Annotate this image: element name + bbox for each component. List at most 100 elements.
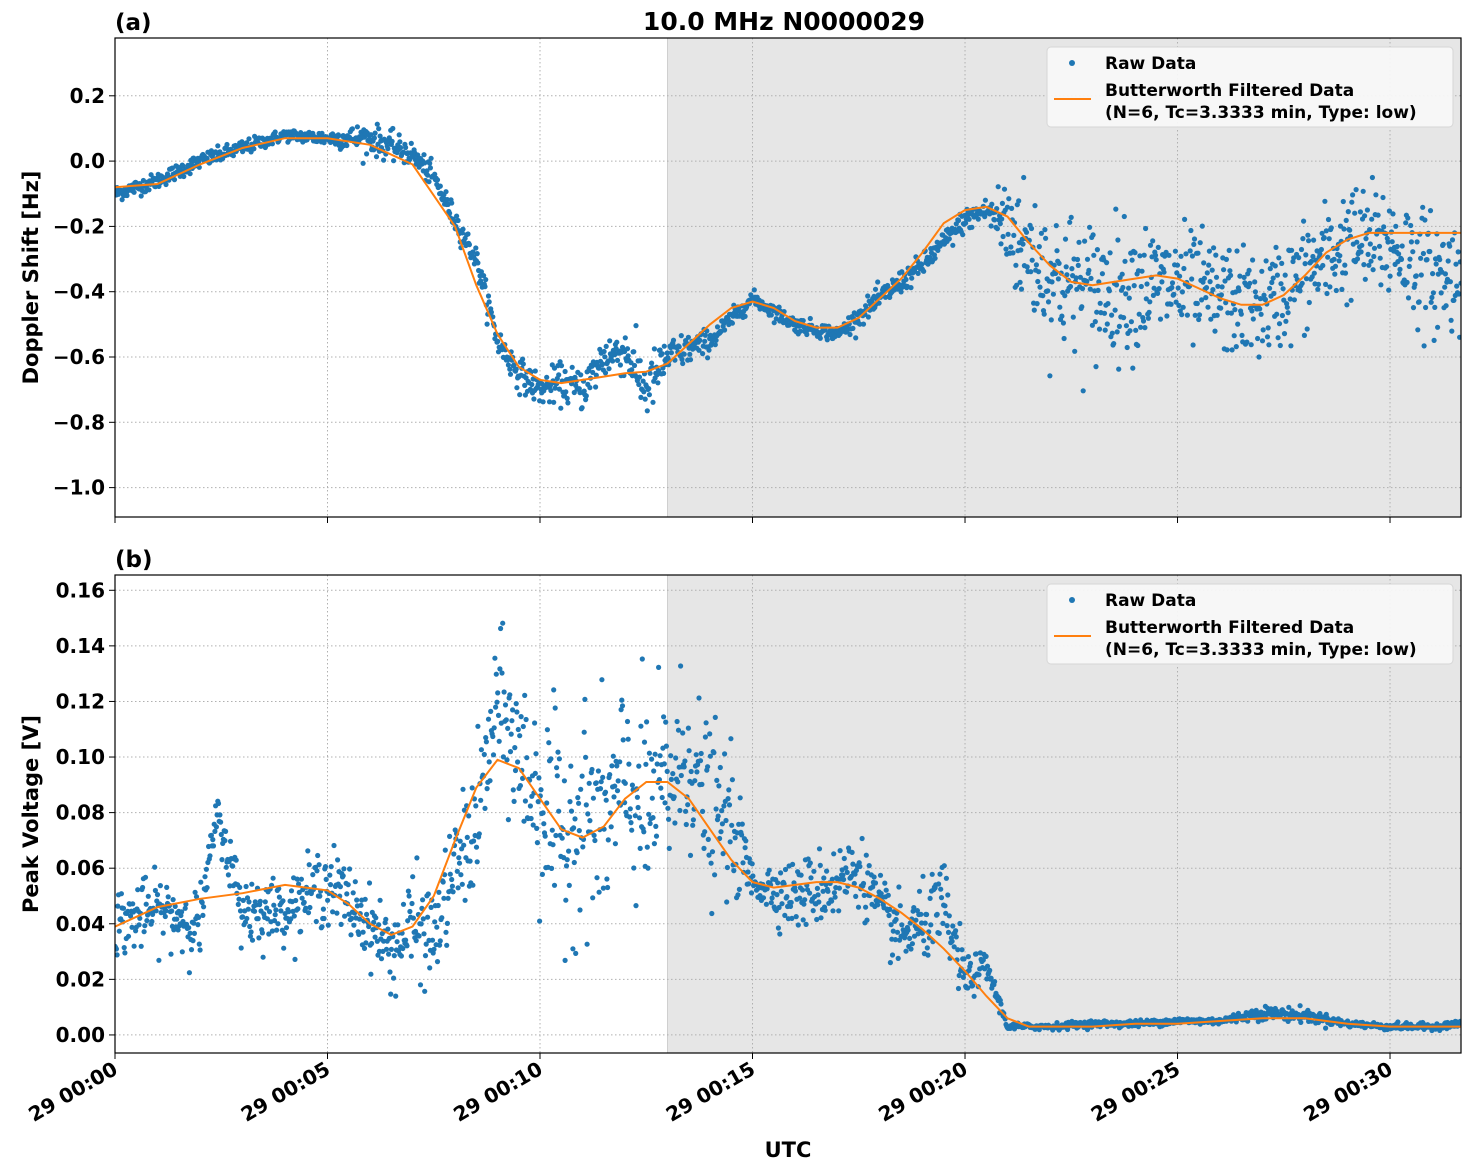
raw-data-point <box>483 735 489 741</box>
raw-data-point <box>971 993 977 999</box>
raw-data-point <box>377 897 383 903</box>
y-tick-label: 0.02 <box>56 967 105 991</box>
raw-data-point <box>779 901 785 907</box>
raw-data-point <box>864 917 870 923</box>
raw-data-point <box>1070 314 1076 320</box>
raw-data-point <box>1179 312 1185 318</box>
raw-data-point <box>924 911 930 918</box>
raw-data-point <box>625 736 631 742</box>
raw-data-point <box>589 766 595 773</box>
raw-data-point <box>722 751 728 757</box>
raw-data-point <box>1299 280 1305 286</box>
raw-data-point <box>456 855 462 861</box>
raw-data-point <box>576 386 582 392</box>
raw-data-point <box>558 363 565 369</box>
raw-data-point <box>899 269 905 275</box>
raw-data-point <box>651 768 657 774</box>
raw-data-point <box>1298 1019 1304 1025</box>
raw-data-point <box>327 882 334 888</box>
raw-data-point <box>672 820 678 826</box>
raw-data-point <box>1265 325 1271 331</box>
raw-data-point <box>681 351 687 357</box>
raw-data-point <box>694 769 700 775</box>
raw-data-point <box>1191 236 1198 242</box>
raw-data-point <box>644 844 650 850</box>
raw-data-point <box>271 918 278 924</box>
raw-data-point <box>281 945 287 951</box>
raw-data-point <box>537 918 543 924</box>
raw-data-point <box>1201 275 1207 281</box>
raw-data-point <box>1455 249 1461 255</box>
raw-data-point <box>1375 212 1381 218</box>
raw-data-point <box>1278 281 1284 287</box>
raw-data-point <box>731 868 737 874</box>
raw-data-point <box>1062 293 1068 299</box>
raw-data-point <box>802 897 808 903</box>
raw-data-point <box>1147 242 1154 248</box>
raw-data-point <box>172 903 178 910</box>
raw-data-point <box>701 845 707 852</box>
raw-data-point <box>590 795 597 801</box>
raw-data-point <box>775 880 781 886</box>
raw-data-point <box>485 293 492 299</box>
raw-data-point <box>700 808 706 815</box>
raw-data-point <box>641 829 647 835</box>
raw-data-point <box>223 864 229 870</box>
raw-data-point <box>607 338 613 344</box>
raw-data-point <box>646 386 652 392</box>
raw-data-point <box>445 895 451 901</box>
raw-data-point <box>572 816 578 822</box>
raw-data-point <box>347 866 353 872</box>
raw-data-point <box>510 787 516 793</box>
raw-data-point <box>437 942 443 948</box>
raw-data-point <box>778 888 784 894</box>
raw-data-point <box>552 385 558 391</box>
raw-data-point <box>1057 304 1063 310</box>
raw-data-point <box>204 885 210 891</box>
raw-data-point <box>546 399 553 405</box>
raw-data-point <box>585 811 591 817</box>
raw-data-point <box>633 323 639 329</box>
raw-data-point <box>348 932 354 938</box>
raw-data-point <box>1428 299 1434 305</box>
raw-data-point <box>296 889 302 896</box>
raw-data-point <box>1161 269 1167 275</box>
raw-data-point <box>1386 208 1392 214</box>
y-tick-label: 0.10 <box>56 745 105 769</box>
raw-data-point <box>898 289 904 295</box>
raw-data-point <box>1457 259 1461 265</box>
raw-data-point <box>1009 205 1015 211</box>
raw-data-point <box>1080 388 1086 394</box>
raw-data-point <box>907 935 913 942</box>
raw-data-point <box>1231 333 1237 339</box>
raw-data-point <box>650 815 656 821</box>
raw-data-point <box>624 346 631 352</box>
raw-data-point <box>230 863 236 869</box>
raw-data-point <box>186 970 192 976</box>
raw-data-point <box>273 907 279 913</box>
raw-data-point <box>961 956 967 962</box>
raw-data-point <box>1050 291 1056 297</box>
raw-data-point <box>428 904 434 911</box>
raw-data-point <box>1005 231 1011 237</box>
raw-data-point <box>272 129 278 135</box>
raw-data-point <box>1332 263 1339 269</box>
raw-data-point <box>830 908 836 914</box>
raw-data-point <box>635 804 641 811</box>
raw-data-point <box>583 802 589 808</box>
raw-data-point <box>1082 238 1088 244</box>
raw-data-point <box>376 922 382 928</box>
raw-data-point <box>1315 281 1322 287</box>
raw-data-point <box>1358 249 1364 255</box>
raw-data-point <box>571 859 577 866</box>
raw-data-point <box>556 756 563 762</box>
raw-data-point <box>544 800 550 806</box>
raw-data-point <box>1453 261 1459 267</box>
raw-data-point <box>859 835 865 842</box>
raw-data-point <box>746 881 752 887</box>
raw-data-point <box>1084 256 1091 262</box>
raw-data-point <box>1136 311 1142 317</box>
raw-data-point <box>330 909 336 915</box>
raw-data-point <box>432 171 438 177</box>
raw-data-point <box>804 331 810 338</box>
